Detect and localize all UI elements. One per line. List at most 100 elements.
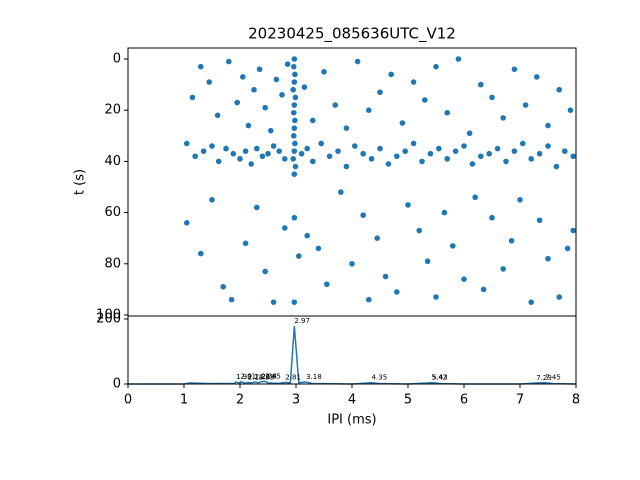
y-tick-label: 80 [104,256,121,271]
x-tick-label: 1 [180,393,188,408]
scatter-point [349,260,355,267]
scatter-point [545,143,551,149]
scatter-point [240,74,246,80]
scatter-point [200,148,207,154]
scatter-point [234,99,240,106]
x-tick-label: 0 [124,393,132,408]
y-tick-label: 20 [104,103,121,118]
scatter-point [377,145,383,152]
scatter-point [335,148,341,154]
y-tick-label: 40 [104,154,121,169]
x-tick-label: 5 [404,393,412,408]
scatter-point [382,273,389,280]
scatter-point [424,258,431,265]
scatter-point [270,299,277,305]
scatter-point [273,76,280,83]
scatter-point [282,156,288,162]
scatter-point [284,61,291,67]
scatter-point [528,299,534,305]
scatter-point [206,79,212,85]
scatter-point [553,163,560,170]
scatter-point [209,196,215,203]
scatter-point [304,145,311,152]
scatter-point [444,109,451,116]
scatter-point [230,150,237,157]
axes-frame [127,315,577,385]
scatter-point [433,294,439,300]
scatter-point [292,94,299,101]
peak-label: 5.43 [432,374,448,382]
scatter-point [545,122,551,129]
scatter-point [416,227,423,234]
scatter-point [534,74,540,80]
scatter-point [556,294,562,300]
scatter-point [343,163,350,170]
scatter-point [291,171,298,177]
scatter-point [189,94,196,101]
scatter-point [209,143,215,149]
chart-title: 20230425_085636UTC_V12 [248,25,456,44]
scatter-point [321,69,327,75]
scatter-point [374,235,381,241]
scatter-point [405,202,411,208]
scatter-point [556,86,562,93]
peak-label: 2.14 [248,373,264,381]
scatter-point [394,289,400,295]
scatter-point [265,150,271,157]
scatter-point [215,158,222,165]
scatter-point [455,56,462,62]
scatter-point [536,217,543,224]
scatter-point [262,268,269,275]
scatter-point [419,158,425,165]
scatter-point [511,66,518,73]
scatter-point [304,232,311,239]
scatter-point [450,243,456,249]
scatter-point [343,125,350,131]
peak-label: 2.01 [241,373,257,381]
scatter-point [291,125,298,131]
scatter-point [237,156,243,162]
peak-label: 5.42 [432,374,448,382]
scatter-point [567,107,574,114]
scatter-point [427,150,434,157]
scatter-point [522,102,529,108]
scatter-point [262,104,269,111]
scatter-point [291,56,298,62]
scatter-point [292,71,298,78]
scatter-point [292,117,298,124]
scatter-point [536,150,543,157]
scatter-point [184,140,190,147]
scatter-point [268,127,274,134]
peak-label: 2.81 [285,373,301,381]
scatter-point [511,148,518,154]
scatter-point [385,161,392,167]
scatter-point [338,189,344,195]
scatter-point [360,212,367,218]
scatter-point [315,245,322,252]
scatter-point [377,89,383,96]
x-axis-label: IPI (ms) [327,413,376,428]
scatter-point [472,194,479,201]
scatter-point [245,122,252,129]
scatter-point [368,156,375,162]
scatter-point [332,102,339,108]
scatter-point [259,153,266,160]
scatter-point [251,86,257,93]
scatter-point [198,63,204,70]
scatter-point [291,214,298,221]
scatter-point [570,227,576,234]
peak-label: 2.26 [255,373,271,381]
scatter-point [410,79,417,85]
scatter-point [452,148,459,154]
x-tick-label: 4 [348,393,356,408]
x-tick-label: 3 [292,393,300,408]
scatter-point [242,240,249,247]
peak-label: 1.93 [236,373,252,381]
scatter-point [291,79,298,85]
peak-label: 2.33 [258,374,274,382]
scatter-point [282,225,288,231]
peak-label: 2.45 [265,372,281,380]
scatter-point [399,120,406,126]
scatter-point [290,132,297,139]
scatter-point [517,196,523,203]
